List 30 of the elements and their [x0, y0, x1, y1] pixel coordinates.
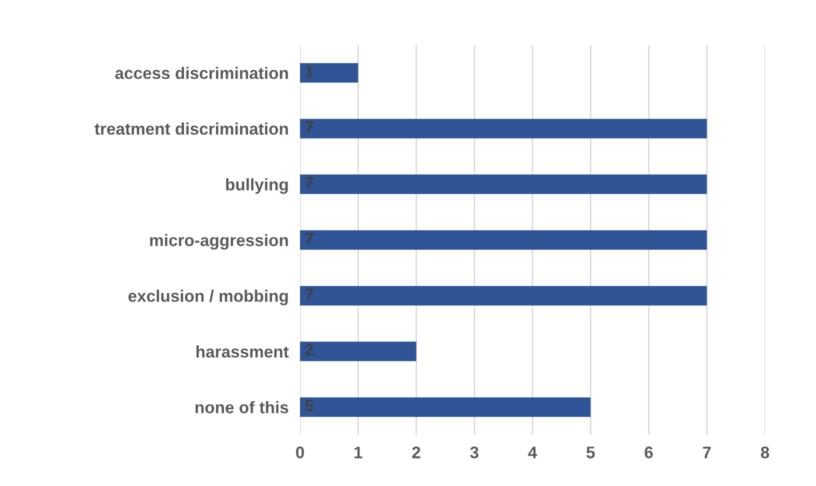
data-label: 1	[306, 66, 314, 78]
bar	[300, 118, 707, 138]
x-tick-label: 3	[470, 446, 478, 458]
y-tick-label: access discrimination	[115, 66, 288, 80]
bar	[300, 342, 416, 362]
bar	[300, 63, 358, 83]
data-label: 7	[305, 121, 314, 133]
x-tick-label: 0	[296, 446, 304, 458]
x-tick-label: 2	[412, 446, 420, 458]
x-tick-label: 4	[528, 446, 538, 458]
bar	[300, 286, 707, 306]
y-tick-label: harassment	[196, 345, 289, 358]
x-tick-label: 5	[586, 446, 595, 458]
x-tick-label: 7	[702, 446, 711, 458]
data-label: 7	[305, 177, 314, 189]
x-tick-label: 8	[760, 446, 770, 458]
bar	[300, 174, 707, 194]
bar	[300, 230, 707, 250]
y-tick-label: treatment discrimination	[94, 122, 288, 135]
y-tick-label: micro-aggression	[150, 234, 288, 250]
x-tick-label: 1	[354, 446, 362, 458]
y-tick-label: bullying	[226, 178, 288, 194]
y-tick-label: none of this	[196, 401, 288, 414]
data-label: 7	[305, 232, 314, 244]
data-label: 2	[305, 344, 314, 356]
data-label: 7	[305, 288, 314, 300]
x-tick-label: 6	[644, 446, 653, 458]
y-tick-label: exclusion / mobbing	[128, 290, 288, 306]
data-label: 5	[305, 400, 314, 412]
bar	[300, 397, 591, 417]
